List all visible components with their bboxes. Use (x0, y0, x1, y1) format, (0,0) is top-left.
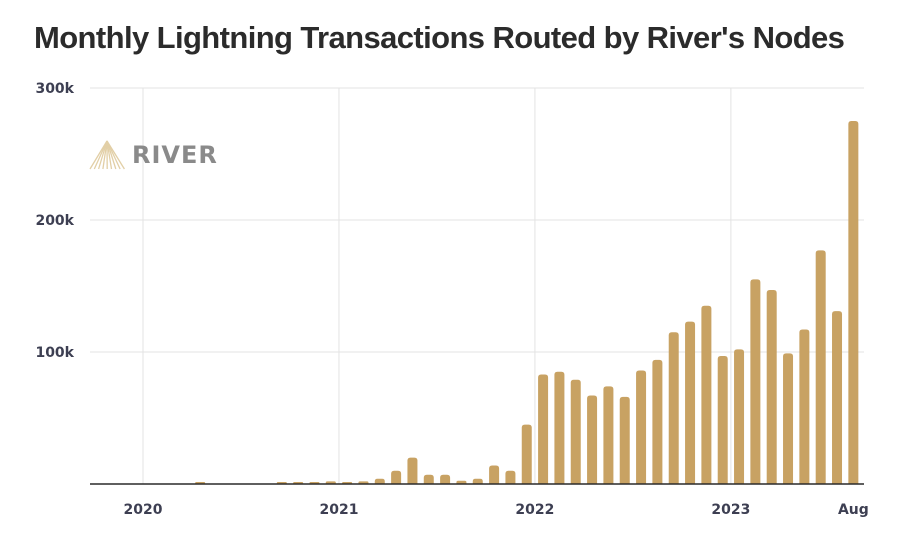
y-axis-ticks: 100k 200k 300k (35, 81, 74, 361)
bar-2023-06 (815, 250, 826, 484)
bar-2021-05 (407, 457, 418, 484)
bars (195, 121, 859, 484)
bar-2023-02 (750, 279, 761, 484)
bar-2021-04 (391, 470, 402, 484)
bar-2021-08 (456, 480, 467, 484)
x-axis-ticks: 2020 2021 2022 2023 Aug (124, 502, 869, 518)
bar-2022-07 (636, 370, 647, 484)
y-tick-label: 300k (35, 81, 74, 97)
bar-2022-10 (685, 321, 696, 484)
bar-2021-12 (521, 424, 532, 484)
bar-2022-08 (652, 359, 663, 484)
river-logo: RIVER (89, 140, 218, 170)
x-tick-label: 2020 (124, 502, 163, 518)
bar-2022-05 (603, 386, 614, 484)
bar-2023-05 (799, 329, 810, 484)
bar-2022-11 (701, 305, 712, 484)
y-tick-label: 200k (35, 213, 74, 229)
bar-2023-01 (734, 349, 745, 484)
x-tick-label: 2022 (515, 502, 554, 518)
logo-ray (106, 140, 113, 170)
logo-text: RIVER (132, 141, 218, 169)
bar-2021-07 (440, 474, 451, 484)
bar-2023-03 (766, 289, 777, 484)
bar-2022-12 (717, 355, 728, 484)
bar-2021-03 (374, 478, 385, 484)
y-tick-label: 100k (35, 345, 74, 361)
logo-ray (93, 140, 108, 170)
bar-2021-11 (505, 470, 516, 484)
chart-title: Monthly Lightning Transactions Routed by… (34, 20, 845, 55)
river-mountain-icon (89, 140, 125, 170)
x-tick-label: 2021 (319, 502, 358, 518)
x-tick-label: 2023 (711, 502, 750, 518)
bar-2022-02 (554, 371, 565, 484)
bar-2023-08 (848, 121, 859, 484)
bar-2022-03 (570, 379, 581, 484)
logo-ray (102, 140, 108, 170)
x-tick-label: Aug (838, 502, 869, 518)
bar-2022-04 (587, 395, 598, 484)
bar-2022-09 (668, 332, 679, 484)
logo-ray (97, 140, 108, 170)
bar-2021-10 (489, 465, 500, 484)
bar-2021-06 (423, 474, 434, 484)
bar-2023-07 (832, 311, 843, 484)
bar-2023-04 (783, 353, 794, 484)
logo-ray (89, 140, 108, 170)
bar-2021-09 (472, 478, 483, 484)
bar-2022-06 (619, 396, 630, 484)
bar-2022-01 (538, 374, 549, 484)
logo-ray (106, 140, 125, 170)
